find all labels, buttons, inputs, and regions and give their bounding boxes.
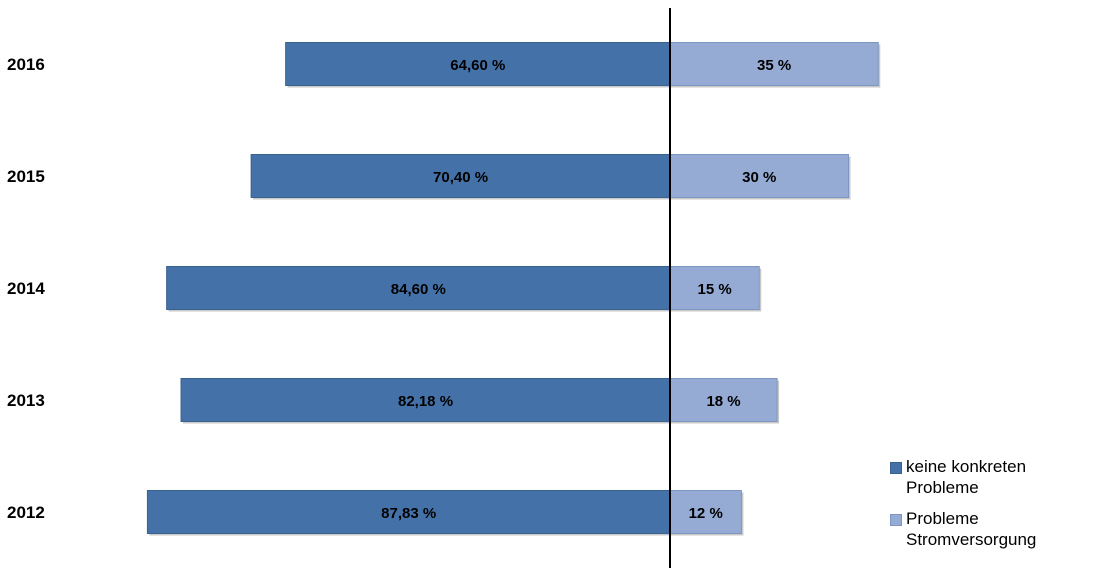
data-label-probleme-stromversorgung-2014: 15 % bbox=[698, 281, 732, 298]
data-label-probleme-stromversorgung-2012: 12 % bbox=[689, 505, 723, 522]
data-label-probleme-stromversorgung-2016: 35 % bbox=[757, 57, 791, 74]
data-label-probleme-stromversorgung-2015: 30 % bbox=[742, 169, 776, 186]
data-label-probleme-stromversorgung-2013: 18 % bbox=[706, 393, 740, 410]
bar-keine-konkreten-probleme-2013 bbox=[180, 378, 671, 422]
legend-item-probleme-stromversorgung: Probleme Stromversorgung bbox=[890, 508, 1090, 550]
legend-swatch-probleme-stromversorgung bbox=[890, 514, 902, 526]
data-label-keine-konkreten-probleme-2013: 82,18 % bbox=[398, 393, 453, 410]
data-label-keine-konkreten-probleme-2012: 87,83 % bbox=[381, 505, 436, 522]
category-label-2016: 2016 bbox=[7, 55, 45, 74]
legend-swatch-keine-konkreten-probleme bbox=[890, 462, 902, 474]
category-label-2013: 2013 bbox=[7, 391, 45, 410]
bar-keine-konkreten-probleme-2014 bbox=[166, 266, 671, 310]
legend-label-probleme-stromversorgung: Probleme Stromversorgung bbox=[906, 509, 1037, 549]
bar-probleme-stromversorgung-2013 bbox=[669, 378, 778, 422]
bar-keine-konkreten-probleme-2016 bbox=[285, 42, 671, 86]
category-label-2015: 2015 bbox=[7, 167, 45, 186]
data-label-keine-konkreten-probleme-2016: 64,60 % bbox=[450, 57, 505, 74]
bar-keine-konkreten-probleme-2015 bbox=[250, 154, 671, 198]
legend-label-keine-konkreten-probleme: keine konkreten Probleme bbox=[906, 457, 1027, 497]
bar-keine-konkreten-probleme-2012 bbox=[146, 490, 671, 534]
category-label-2012: 2012 bbox=[7, 503, 45, 522]
category-label-2014: 2014 bbox=[7, 279, 45, 298]
data-label-keine-konkreten-probleme-2015: 70,40 % bbox=[433, 169, 488, 186]
bar-probleme-stromversorgung-2016 bbox=[669, 42, 879, 86]
legend-item-keine-konkreten-probleme: keine konkreten Probleme bbox=[890, 456, 1090, 498]
legend: keine konkreten Probleme Probleme Stromv… bbox=[890, 456, 1090, 560]
data-label-keine-konkreten-probleme-2014: 84,60 % bbox=[391, 281, 446, 298]
